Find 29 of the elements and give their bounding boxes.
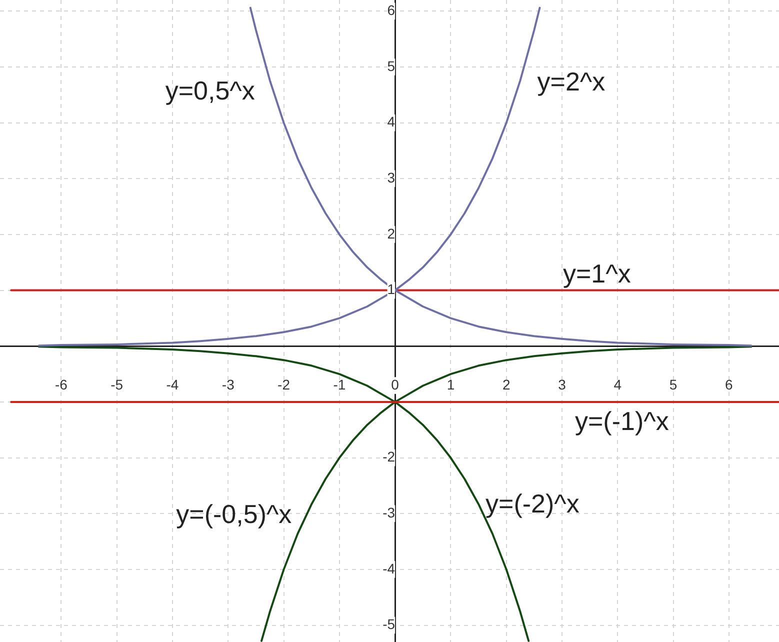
y-tick-label: -4 xyxy=(382,560,396,576)
x-tick-label: 0 xyxy=(391,376,400,392)
x-tick-label: 2 xyxy=(502,376,510,392)
x-tick-label: 3 xyxy=(558,376,566,392)
x-tick-label: 5 xyxy=(669,376,678,392)
x-tick-label: 6 xyxy=(725,376,734,392)
x-tick-label: 4 xyxy=(614,376,622,392)
series-label: y=1^x xyxy=(563,258,631,288)
x-tick-label: -6 xyxy=(54,376,68,392)
y-tick-label: 2 xyxy=(387,225,396,242)
y-tick-label: 3 xyxy=(387,170,396,186)
x-tick-label: -4 xyxy=(166,376,179,392)
series-label: y=(-2)^x xyxy=(486,488,580,518)
x-tick-label: -2 xyxy=(278,376,290,392)
y-tick-label: -3 xyxy=(382,504,396,520)
y-tick-label: -5 xyxy=(382,616,396,632)
x-tick-label: -3 xyxy=(222,376,235,392)
series-label: y=2^x xyxy=(537,66,606,97)
y-tick-label: 5 xyxy=(387,58,396,74)
y-tick-label: -2 xyxy=(382,448,396,465)
y-tick-label: 4 xyxy=(387,114,396,130)
series-label: y=0,5^x xyxy=(165,76,255,106)
y-tick-label: 1 xyxy=(387,281,396,298)
x-tick-label: 1 xyxy=(446,376,455,392)
x-tick-label: -5 xyxy=(110,376,124,392)
series-label: y=(-1)^x xyxy=(575,406,669,436)
x-tick-label: -1 xyxy=(333,376,346,392)
series-label: y=(-0,5)^x xyxy=(176,498,292,529)
y-tick-label: 6 xyxy=(387,2,396,18)
